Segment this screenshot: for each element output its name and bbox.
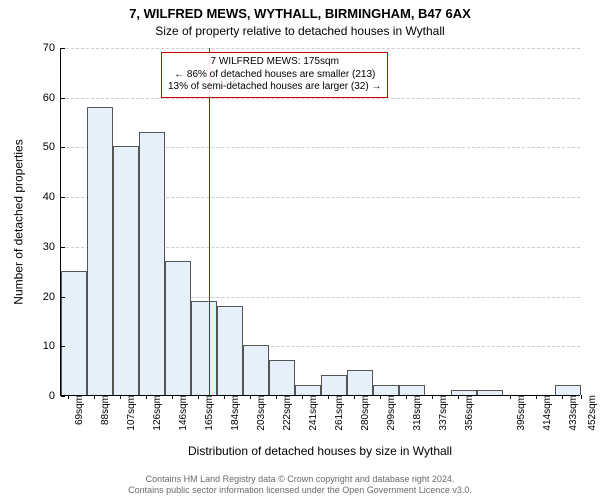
x-tick-mark bbox=[198, 395, 199, 399]
x-tick-mark bbox=[510, 395, 511, 399]
x-tick-label: 337sqm bbox=[436, 395, 449, 431]
x-tick-label: 356sqm bbox=[462, 395, 475, 431]
y-tick-label: 0 bbox=[49, 390, 61, 402]
footer-line-1: Contains HM Land Registry data © Crown c… bbox=[0, 474, 600, 485]
histogram-bar bbox=[113, 146, 139, 395]
y-tick-label: 30 bbox=[43, 241, 61, 253]
x-tick-mark bbox=[146, 395, 147, 399]
y-axis-label-wrap: Number of detached properties bbox=[12, 48, 26, 396]
y-tick-label: 70 bbox=[43, 42, 61, 54]
annotation-line-1: 7 WILFRED MEWS: 175sqm bbox=[168, 56, 381, 69]
histogram-bar bbox=[243, 345, 269, 395]
x-tick-label: 280sqm bbox=[358, 395, 371, 431]
histogram-bar bbox=[373, 385, 399, 395]
chart-title-address: 7, WILFRED MEWS, WYTHALL, BIRMINGHAM, B4… bbox=[0, 6, 600, 21]
chart-container: 7, WILFRED MEWS, WYTHALL, BIRMINGHAM, B4… bbox=[0, 0, 600, 500]
x-tick-label: 241sqm bbox=[306, 395, 319, 431]
x-tick-mark bbox=[120, 395, 121, 399]
x-tick-mark bbox=[250, 395, 251, 399]
x-tick-label: 299sqm bbox=[384, 395, 397, 431]
histogram-bar bbox=[87, 107, 113, 395]
y-tick-label: 40 bbox=[43, 191, 61, 203]
x-tick-mark bbox=[302, 395, 303, 399]
x-tick-label: 452sqm bbox=[585, 395, 598, 431]
x-tick-label: 203sqm bbox=[254, 395, 267, 431]
x-tick-label: 395sqm bbox=[514, 395, 527, 431]
x-tick-label: 126sqm bbox=[150, 395, 163, 431]
histogram-bar bbox=[139, 132, 165, 395]
x-tick-mark bbox=[432, 395, 433, 399]
x-tick-label: 146sqm bbox=[176, 395, 189, 431]
histogram-bar bbox=[191, 301, 217, 395]
y-tick-label: 10 bbox=[43, 340, 61, 352]
histogram-bar bbox=[347, 370, 373, 395]
y-axis-label: Number of detached properties bbox=[12, 139, 26, 304]
histogram-bar bbox=[269, 360, 295, 395]
x-tick-mark bbox=[458, 395, 459, 399]
x-tick-label: 222sqm bbox=[280, 395, 293, 431]
x-tick-label: 318sqm bbox=[410, 395, 423, 431]
y-tick-label: 20 bbox=[43, 291, 61, 303]
x-tick-mark bbox=[172, 395, 173, 399]
x-tick-label: 107sqm bbox=[124, 395, 137, 431]
histogram-bar bbox=[477, 390, 503, 395]
histogram-bar bbox=[61, 271, 87, 395]
x-tick-mark bbox=[224, 395, 225, 399]
x-tick-label: 165sqm bbox=[202, 395, 215, 431]
histogram-bar bbox=[555, 385, 581, 395]
x-tick-label: 88sqm bbox=[98, 395, 111, 425]
footer-attribution: Contains HM Land Registry data © Crown c… bbox=[0, 474, 600, 496]
histogram-bar bbox=[217, 306, 243, 395]
reference-line bbox=[209, 48, 210, 395]
y-tick-label: 60 bbox=[43, 92, 61, 104]
x-tick-mark bbox=[581, 395, 582, 399]
annotation-line-3: 13% of semi-detached houses are larger (… bbox=[168, 81, 381, 94]
annotation-line-2: ← 86% of detached houses are smaller (21… bbox=[168, 69, 381, 82]
footer-line-2: Contains public sector information licen… bbox=[0, 485, 600, 496]
plot-area: 7 WILFRED MEWS: 175sqm ← 86% of detached… bbox=[60, 48, 580, 396]
annotation-box: 7 WILFRED MEWS: 175sqm ← 86% of detached… bbox=[161, 52, 388, 98]
x-tick-mark bbox=[380, 395, 381, 399]
x-tick-mark bbox=[406, 395, 407, 399]
x-tick-mark bbox=[562, 395, 563, 399]
x-axis-label: Distribution of detached houses by size … bbox=[60, 444, 580, 458]
histogram-bar bbox=[321, 375, 347, 395]
x-tick-mark bbox=[536, 395, 537, 399]
x-tick-label: 184sqm bbox=[228, 395, 241, 431]
bars-layer bbox=[61, 48, 580, 395]
histogram-bar bbox=[165, 261, 191, 395]
x-tick-mark bbox=[276, 395, 277, 399]
x-tick-mark bbox=[328, 395, 329, 399]
x-tick-mark bbox=[354, 395, 355, 399]
x-tick-label: 69sqm bbox=[72, 395, 85, 425]
chart-subtitle: Size of property relative to detached ho… bbox=[0, 24, 600, 38]
x-tick-label: 433sqm bbox=[566, 395, 579, 431]
histogram-bar bbox=[399, 385, 425, 395]
x-tick-label: 261sqm bbox=[332, 395, 345, 431]
x-tick-label: 414sqm bbox=[540, 395, 553, 431]
y-tick-label: 50 bbox=[43, 141, 61, 153]
x-tick-mark bbox=[94, 395, 95, 399]
x-tick-mark bbox=[68, 395, 69, 399]
histogram-bar bbox=[295, 385, 321, 395]
